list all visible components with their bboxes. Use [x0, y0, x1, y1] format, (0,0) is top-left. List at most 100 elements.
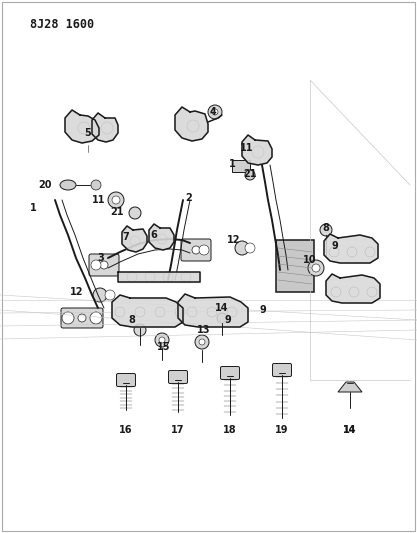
Circle shape [78, 314, 86, 322]
Circle shape [90, 312, 102, 324]
Circle shape [347, 247, 357, 257]
Circle shape [331, 287, 341, 297]
Circle shape [129, 207, 141, 219]
Circle shape [100, 261, 108, 269]
Text: 9: 9 [225, 315, 232, 325]
FancyBboxPatch shape [89, 254, 119, 276]
Text: 9: 9 [332, 241, 339, 251]
Circle shape [181, 272, 191, 282]
FancyBboxPatch shape [168, 370, 188, 384]
Circle shape [207, 307, 217, 317]
Text: 11: 11 [240, 143, 254, 153]
Text: 14: 14 [215, 303, 229, 313]
Polygon shape [118, 272, 200, 282]
Circle shape [135, 307, 145, 317]
Polygon shape [178, 294, 248, 327]
Text: 12: 12 [70, 287, 83, 297]
Circle shape [187, 307, 197, 317]
Circle shape [320, 224, 332, 236]
Text: 9: 9 [260, 305, 267, 315]
Circle shape [112, 196, 120, 204]
Bar [276, 240, 314, 292]
Text: 16: 16 [119, 425, 133, 435]
Text: 14: 14 [343, 425, 357, 435]
Text: 13: 13 [197, 325, 211, 335]
FancyBboxPatch shape [221, 367, 239, 379]
Circle shape [159, 337, 165, 343]
Text: 21: 21 [243, 169, 256, 179]
Text: 10: 10 [303, 255, 317, 265]
Circle shape [108, 192, 124, 208]
Circle shape [365, 247, 375, 257]
Text: 1: 1 [229, 159, 236, 169]
Text: 5: 5 [85, 128, 91, 138]
Circle shape [329, 247, 339, 257]
Circle shape [127, 272, 137, 282]
Circle shape [208, 105, 222, 119]
Text: 15: 15 [157, 342, 171, 352]
Circle shape [195, 335, 209, 349]
Polygon shape [65, 110, 99, 143]
Text: 8: 8 [322, 223, 329, 233]
Text: 18: 18 [223, 425, 237, 435]
Polygon shape [92, 113, 118, 142]
Circle shape [199, 339, 205, 345]
Circle shape [245, 243, 255, 253]
Polygon shape [338, 382, 362, 392]
Circle shape [308, 260, 324, 276]
Circle shape [212, 109, 218, 115]
Polygon shape [324, 234, 378, 263]
Polygon shape [242, 135, 272, 165]
Circle shape [115, 307, 125, 317]
Circle shape [245, 170, 255, 180]
Circle shape [192, 246, 200, 254]
Circle shape [349, 287, 359, 297]
FancyBboxPatch shape [116, 374, 136, 386]
Circle shape [252, 146, 264, 158]
Circle shape [91, 180, 101, 190]
Circle shape [235, 241, 249, 255]
Text: 2: 2 [185, 193, 192, 203]
Ellipse shape [60, 180, 76, 190]
Circle shape [62, 312, 74, 324]
Text: 4: 4 [210, 107, 217, 117]
Circle shape [155, 307, 165, 317]
Text: 17: 17 [171, 425, 185, 435]
Circle shape [199, 245, 209, 255]
Circle shape [217, 313, 227, 323]
Text: 7: 7 [122, 232, 129, 242]
Circle shape [227, 307, 237, 317]
Circle shape [187, 120, 199, 132]
Text: 3: 3 [97, 253, 104, 263]
Circle shape [91, 260, 101, 270]
Text: 19: 19 [275, 425, 289, 435]
Circle shape [367, 287, 377, 297]
Text: 11: 11 [92, 195, 106, 205]
Text: 14: 14 [343, 425, 357, 435]
Text: 1: 1 [30, 203, 37, 213]
Circle shape [157, 234, 167, 244]
FancyBboxPatch shape [272, 364, 291, 376]
Circle shape [105, 290, 115, 300]
FancyBboxPatch shape [61, 308, 103, 328]
Text: 12: 12 [227, 235, 241, 245]
Polygon shape [175, 107, 208, 141]
Circle shape [155, 333, 169, 347]
Polygon shape [122, 226, 147, 252]
Circle shape [163, 272, 173, 282]
Text: 8J28 1600: 8J28 1600 [30, 18, 94, 31]
Bar [232, 160, 250, 172]
Circle shape [134, 324, 146, 336]
Polygon shape [112, 295, 183, 327]
Text: 21: 21 [110, 207, 123, 217]
Polygon shape [149, 224, 174, 250]
Circle shape [145, 272, 155, 282]
Circle shape [78, 122, 90, 134]
Circle shape [93, 288, 107, 302]
Circle shape [130, 236, 140, 246]
Polygon shape [326, 274, 380, 303]
Text: 20: 20 [38, 180, 52, 190]
Circle shape [101, 122, 113, 134]
Circle shape [312, 264, 320, 272]
Circle shape [175, 307, 185, 317]
